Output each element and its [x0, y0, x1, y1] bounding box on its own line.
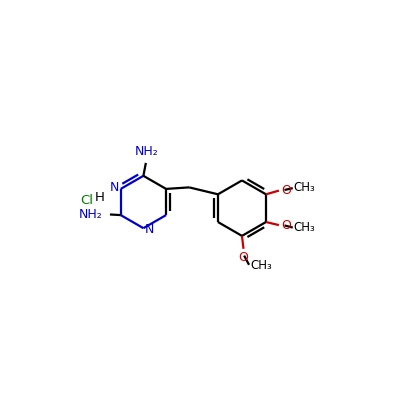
Text: NH₂: NH₂ — [79, 208, 103, 221]
Text: CH₃: CH₃ — [250, 259, 272, 272]
Text: N: N — [145, 223, 154, 236]
Text: CH₃: CH₃ — [294, 181, 316, 194]
Text: H: H — [95, 192, 105, 204]
Text: CH₃: CH₃ — [294, 221, 316, 234]
Text: O: O — [281, 218, 291, 232]
Text: N: N — [110, 182, 119, 194]
Text: NH₂: NH₂ — [135, 145, 158, 158]
Text: O: O — [238, 251, 248, 264]
Text: O: O — [281, 184, 291, 197]
Text: Cl: Cl — [80, 194, 93, 207]
